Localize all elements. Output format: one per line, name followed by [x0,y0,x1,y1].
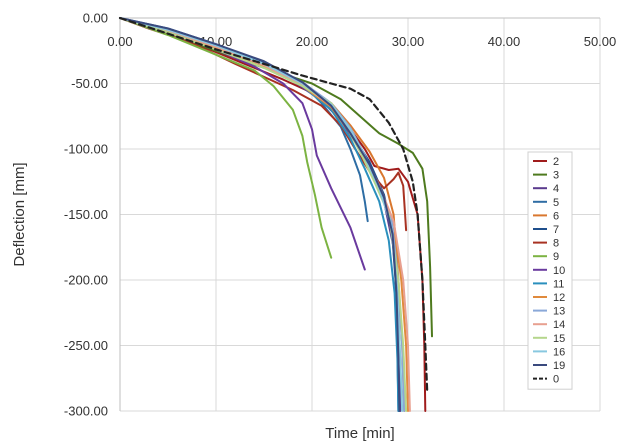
series-line-0 [118,16,429,393]
legend-label: 6 [553,210,559,222]
legend-label: 8 [553,238,559,250]
series-line-9 [119,17,333,259]
y-tick-label: -150.00 [64,207,108,222]
y-tick-label: -300.00 [64,404,108,419]
legend-label: 16 [553,346,565,358]
y-axis-title: Deflection [mm] [11,162,28,266]
x-tick-labels: 0.00 10.00 20.00 30.00 40.00 50.00 [107,34,616,49]
legend-label: 10 [553,265,565,277]
x-tick-label: 20.00 [296,34,329,49]
x-tick-label: 40.00 [488,34,521,49]
grid-lines [120,18,601,412]
legend-label: 13 [553,306,565,318]
legend-label: 7 [553,224,559,236]
y-tick-label: -50.00 [71,76,108,91]
series-lines [118,16,433,412]
legend-label: 19 [553,360,565,372]
y-tick-label: -250.00 [64,338,108,353]
legend-label: 15 [553,333,565,345]
x-tick-label: 30.00 [392,34,425,49]
y-tick-label: -100.00 [64,142,108,157]
legend-label: 0 [553,374,559,386]
axes [119,17,600,411]
legend-label: 12 [553,292,565,304]
legend-label: 2 [553,156,559,168]
legend-label: 14 [553,319,565,331]
x-axis-title: Time [min] [325,425,394,442]
legend-label: 5 [553,197,559,209]
legend-label: 11 [553,278,564,290]
legend-label: 4 [553,183,559,195]
legend-label: 9 [553,251,559,263]
y-tick-label: 0.00 [83,11,108,26]
x-tick-label: 0.00 [107,34,132,49]
series-line-19 [119,17,401,412]
y-tick-labels: 0.00 -50.00 -100.00 -150.00 -200.00 -250.00 -3… [64,11,108,419]
x-tick-label: 50.00 [584,34,617,49]
legend-label: 3 [553,170,559,182]
y-tick-label: -200.00 [64,273,108,288]
